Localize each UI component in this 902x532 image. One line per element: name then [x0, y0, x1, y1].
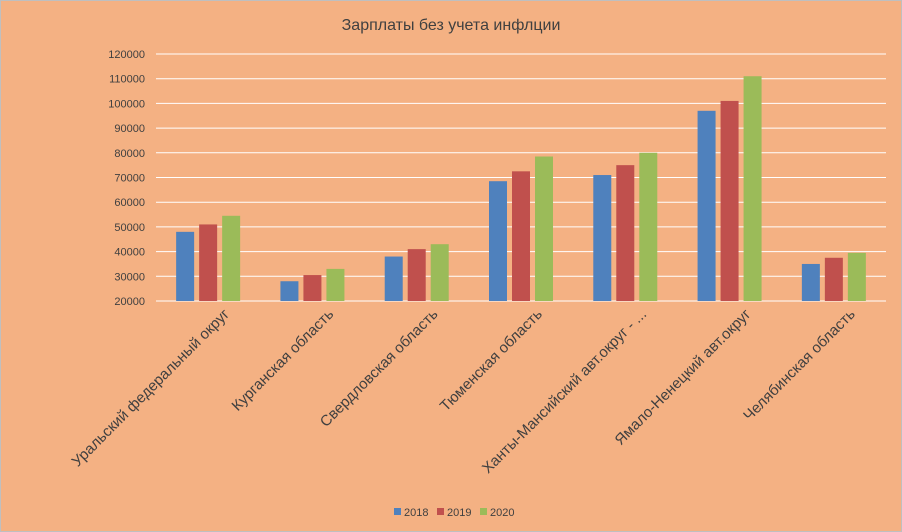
y-tick-label: 100000	[108, 98, 145, 110]
x-category-label: Челябинская область	[740, 306, 859, 425]
bar-2019-4	[616, 165, 635, 301]
bar-2018-6	[801, 263, 820, 301]
x-category-label: Свердловская область	[317, 306, 442, 431]
bar-2020-0	[222, 215, 241, 301]
legend: 2018 2019 2020	[394, 507, 514, 519]
bar-2019-2	[407, 249, 426, 301]
legend-swatch-2020	[480, 508, 487, 515]
bar-2018-5	[697, 110, 716, 301]
legend-swatch-2019	[437, 508, 444, 515]
bar-2019-0	[199, 224, 218, 301]
bar-2020-3	[535, 156, 553, 301]
y-tick-label: 80000	[114, 148, 145, 160]
legend-label: 2018	[404, 507, 428, 519]
y-axis-ticks: 20000 30000 40000 50000 60000 70000 80000 90000…	[108, 49, 145, 308]
bar-2019-5	[720, 100, 739, 302]
bar-2019-6	[824, 257, 843, 301]
y-tick-label: 50000	[114, 222, 145, 234]
bar-2020-1	[326, 268, 345, 301]
bar-2018-0	[176, 231, 195, 301]
legend-label: 2019	[447, 507, 471, 519]
x-category-label: Ханты-Мансийский авт.округ - ...	[479, 306, 650, 477]
y-tick-label: 70000	[114, 173, 145, 185]
bar-2018-4	[593, 175, 612, 301]
bar-2018-2	[384, 256, 403, 301]
chart-title: Зарплаты без учета инфлции	[342, 17, 561, 34]
y-tick-label: 110000	[109, 74, 145, 86]
bar-2018-1	[280, 281, 299, 301]
y-tick-label: 20000	[114, 296, 145, 308]
y-tick-label: 30000	[114, 271, 145, 283]
legend-swatch-2018	[394, 508, 401, 515]
y-tick-label: 90000	[114, 123, 145, 135]
y-tick-label: 40000	[114, 247, 145, 259]
legend-label: 2020	[490, 507, 514, 519]
y-tick-label: 120000	[108, 49, 145, 61]
bar-2020-6	[847, 252, 866, 301]
bar-2018-3	[489, 181, 507, 301]
bar-2020-5	[743, 76, 762, 301]
bar-2019-3	[512, 171, 530, 301]
bars	[176, 76, 866, 302]
bar-2020-4	[639, 152, 658, 301]
y-tick-label: 60000	[114, 197, 145, 209]
bar-2020-2	[430, 244, 449, 301]
x-category-label: Тюменская область	[437, 306, 546, 415]
bar-2019-1	[303, 275, 322, 301]
x-category-label: Уральский федеральный округ	[69, 305, 234, 470]
x-category-label: Курганская область	[229, 306, 338, 415]
